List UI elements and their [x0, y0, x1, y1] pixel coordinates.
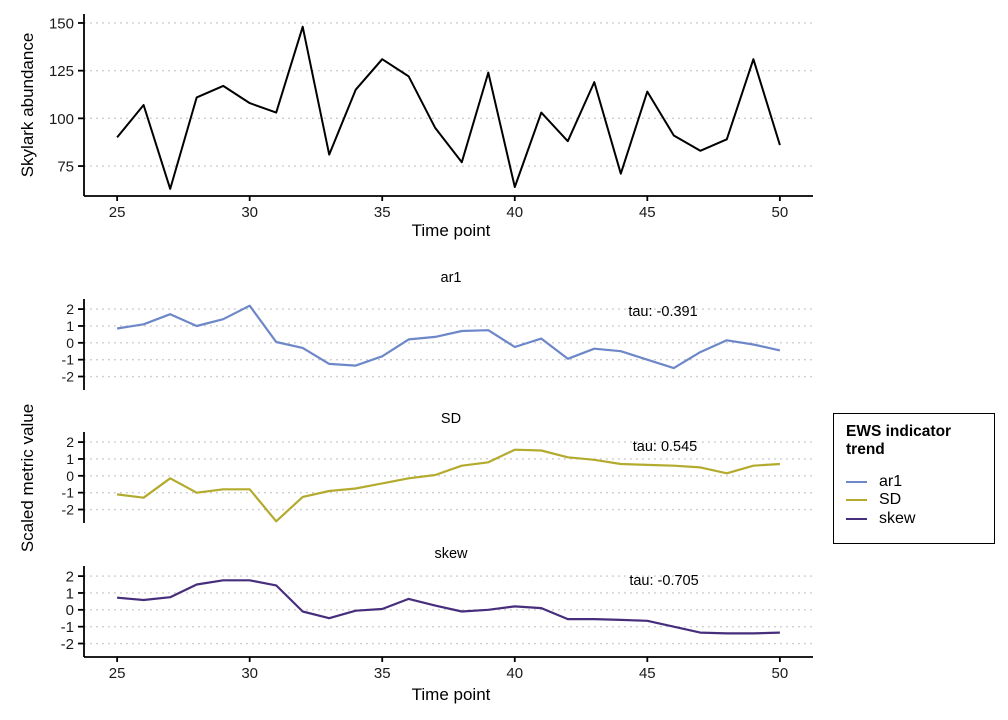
ar1-y-tick-label: -2	[62, 369, 75, 385]
skew-x-tick-label: 50	[772, 665, 789, 682]
abundance-x-tick-label: 25	[109, 204, 126, 221]
skew-x-tick-label: 45	[639, 665, 656, 682]
sd-line-swatch	[846, 499, 867, 502]
abundance-x-tick-label: 35	[374, 204, 391, 221]
ar1-y-tick-label: 0	[66, 335, 74, 351]
abundance-x-tick-label: 45	[639, 204, 656, 221]
SD-y-tick-label: 2	[66, 434, 74, 450]
facet-title-ar1: ar1	[440, 270, 462, 286]
abundance-y-tick-label: 150	[49, 15, 74, 32]
ar1-y-tick-label: -1	[62, 352, 75, 368]
abundance-x-tick-label: 40	[506, 204, 523, 221]
skew-y-tick-label: 2	[66, 569, 74, 586]
SD-y-tick-label: 1	[66, 451, 74, 467]
abundance-y-tick-label: 75	[57, 158, 74, 175]
skew-data-line	[117, 579, 780, 635]
SD-data-line	[116, 448, 780, 523]
abundance-y-tick-label: 125	[49, 63, 74, 80]
legend-title: EWS indicator trend	[846, 423, 952, 459]
skew-y-tick-label: -2	[61, 636, 74, 653]
SD-y-tick-label: 0	[66, 468, 74, 484]
legend-item-label-ar1: ar1	[879, 472, 903, 490]
ar1-y-tick-label: 2	[66, 301, 74, 317]
skew-x-tick-label: 25	[109, 665, 126, 682]
skew-y-tick-label: 1	[66, 585, 74, 602]
tau-annotation-skew: tau: -0.705	[629, 573, 699, 589]
ar1-y-tick-label: 1	[66, 318, 74, 334]
legend-item-ar1: ar1	[846, 473, 986, 492]
facet-title-sd: SD	[440, 411, 462, 427]
legend-item-skew: skew	[846, 510, 986, 529]
y-axis-title-scaled-metric: Scaled metric value	[18, 403, 37, 553]
x-axis-title-top: Time point	[411, 221, 491, 240]
abundance-data-line	[116, 25, 781, 190]
skew-y-tick-label: -1	[61, 619, 74, 636]
tau-annotation-ar1: tau: -0.391	[628, 304, 698, 320]
legend-item-label-skew: skew	[879, 509, 916, 527]
abundance-x-tick-label: 50	[772, 204, 789, 221]
skew-x-tick-label: 35	[374, 665, 391, 682]
skew-x-tick-label: 30	[241, 665, 258, 682]
facet-title-skew: skew	[434, 546, 468, 562]
abundance-y-tick-label: 100	[49, 111, 74, 128]
legend-item-label-sd: SD	[879, 491, 902, 509]
SD-y-tick-label: -1	[62, 485, 75, 501]
abundance-x-tick-label: 30	[241, 204, 258, 221]
legend-items: ar1 SD skew	[846, 473, 986, 529]
SD-y-tick-label: -2	[62, 502, 75, 518]
x-axis-title-bottom: Time point	[411, 685, 491, 704]
legend-item-sd: SD	[846, 491, 986, 510]
ar1-line-swatch	[846, 480, 867, 483]
y-axis-title-abundance: Skylark abundance	[18, 32, 37, 178]
skew-y-tick-label: 0	[66, 602, 74, 619]
ar1-data-line	[116, 304, 781, 370]
skew-line-swatch	[846, 517, 867, 520]
tau-annotation-sd: tau: 0.545	[632, 439, 698, 455]
legend-box: EWS indicator trend ar1 SD skew	[833, 413, 995, 544]
skew-x-tick-label: 40	[506, 665, 523, 682]
